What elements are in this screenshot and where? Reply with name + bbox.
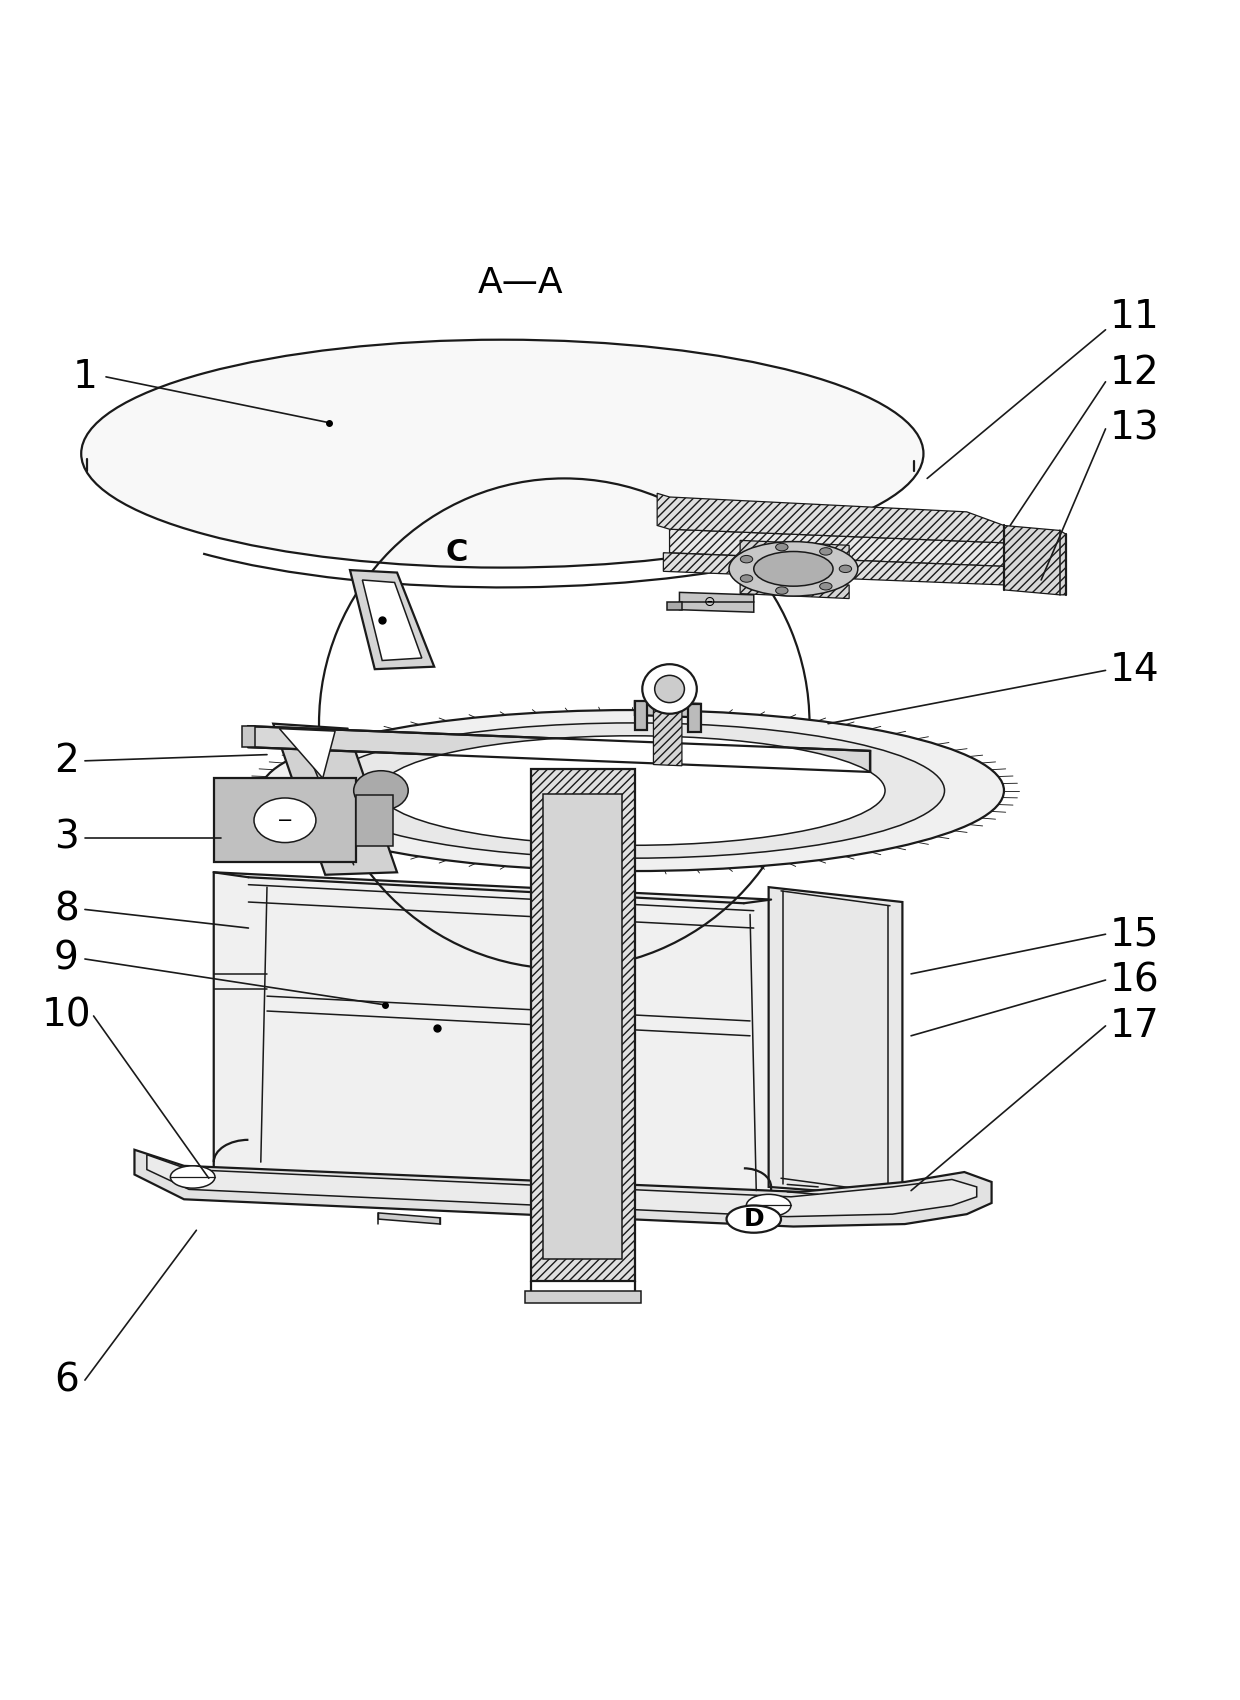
Polygon shape [146, 1154, 977, 1217]
Ellipse shape [754, 551, 833, 586]
Text: 11: 11 [1110, 299, 1159, 337]
Text: 12: 12 [1110, 354, 1159, 393]
Ellipse shape [839, 564, 852, 573]
Text: 17: 17 [1110, 1006, 1159, 1046]
Ellipse shape [81, 340, 924, 568]
Text: 16: 16 [1110, 960, 1159, 1000]
Text: C: C [445, 539, 467, 568]
Text: 6: 6 [53, 1362, 79, 1399]
Polygon shape [635, 702, 647, 729]
Ellipse shape [320, 722, 945, 858]
Ellipse shape [740, 556, 753, 563]
Polygon shape [134, 1149, 992, 1226]
Polygon shape [667, 602, 682, 610]
Text: 3: 3 [55, 819, 78, 857]
Polygon shape [356, 796, 393, 845]
Ellipse shape [776, 544, 789, 551]
Polygon shape [653, 704, 682, 765]
Bar [213, 779, 356, 862]
Polygon shape [663, 552, 1004, 585]
Text: 2: 2 [55, 741, 78, 780]
Ellipse shape [740, 575, 753, 581]
Polygon shape [242, 726, 254, 748]
Text: 13: 13 [1110, 410, 1159, 447]
Polygon shape [279, 729, 335, 779]
Text: 1: 1 [72, 359, 98, 396]
Ellipse shape [170, 1166, 215, 1188]
Polygon shape [362, 580, 422, 661]
Text: 9: 9 [53, 940, 79, 978]
Ellipse shape [776, 586, 789, 595]
Ellipse shape [254, 797, 316, 843]
Ellipse shape [642, 665, 697, 714]
Polygon shape [525, 1290, 641, 1304]
Polygon shape [740, 541, 849, 559]
Polygon shape [273, 724, 397, 876]
Text: −: − [277, 811, 293, 830]
Polygon shape [1004, 525, 1066, 595]
Ellipse shape [260, 711, 1004, 870]
Ellipse shape [820, 583, 832, 590]
Text: 14: 14 [1110, 651, 1159, 690]
Text: ⊝: ⊝ [703, 595, 715, 609]
Polygon shape [680, 592, 754, 612]
Polygon shape [740, 580, 849, 598]
Text: A—A: A—A [479, 265, 564, 299]
Polygon shape [670, 529, 1066, 573]
Polygon shape [531, 770, 635, 1282]
Ellipse shape [655, 675, 684, 702]
Ellipse shape [379, 736, 885, 845]
Text: 10: 10 [41, 996, 92, 1035]
Polygon shape [635, 702, 701, 717]
Polygon shape [688, 704, 701, 733]
Polygon shape [213, 872, 771, 1198]
Polygon shape [248, 726, 870, 772]
Polygon shape [543, 794, 622, 1258]
Ellipse shape [727, 1205, 781, 1232]
Ellipse shape [746, 1195, 791, 1217]
Ellipse shape [353, 770, 408, 811]
Polygon shape [769, 887, 903, 1197]
Text: 8: 8 [55, 891, 78, 928]
Ellipse shape [820, 547, 832, 556]
Text: 15: 15 [1110, 915, 1158, 954]
Text: D: D [744, 1207, 764, 1231]
Ellipse shape [729, 542, 858, 597]
Polygon shape [350, 570, 434, 670]
Polygon shape [378, 1212, 440, 1224]
Polygon shape [657, 493, 1004, 542]
